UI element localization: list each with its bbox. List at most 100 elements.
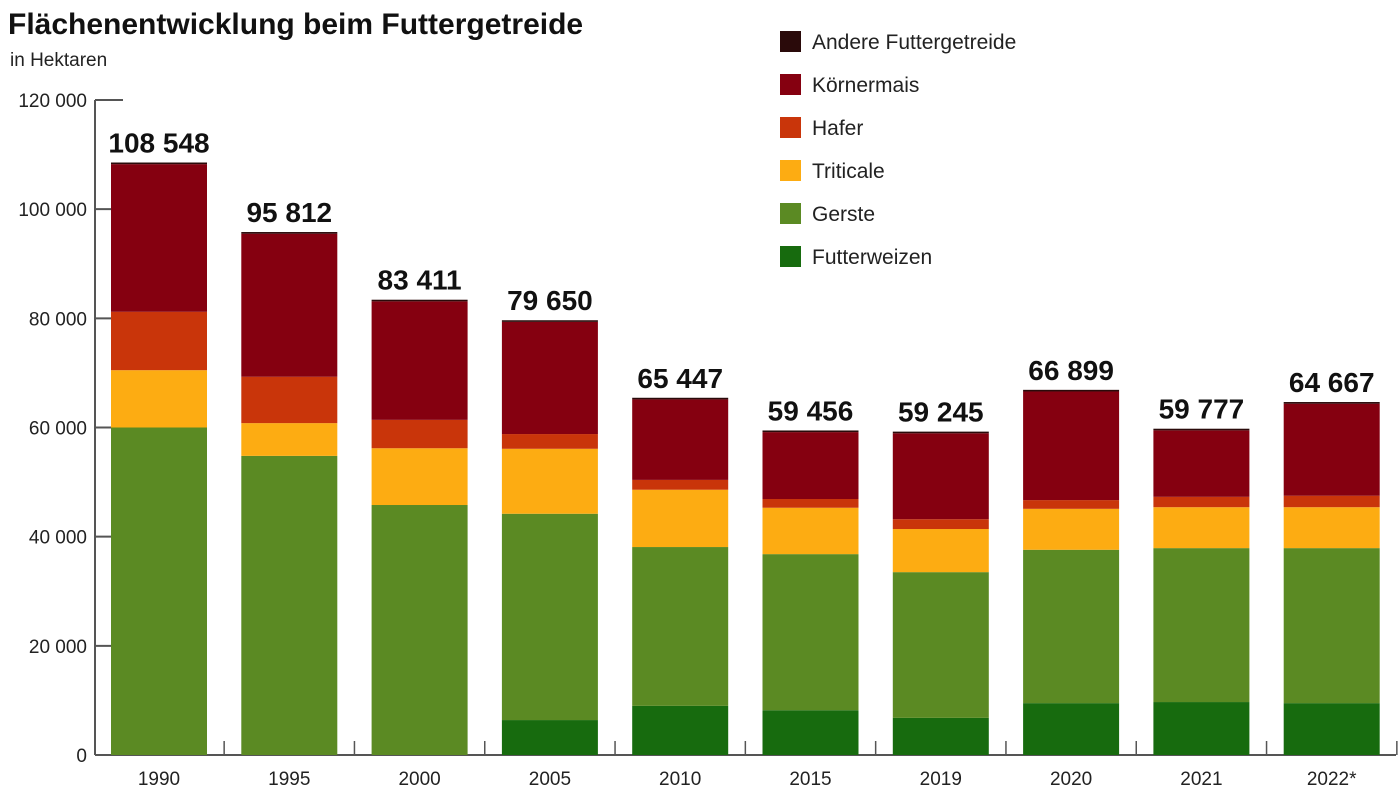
legend-label: Gerste (812, 203, 875, 226)
bar-segment-andere-futtergetreide (892, 431, 989, 434)
bar-segment-futterweizen (762, 710, 859, 755)
y-tick-label: 120 000 (18, 91, 87, 112)
legend-item: Futterweizen (780, 246, 932, 269)
legend-swatch (780, 160, 801, 181)
bar-segment-hafer (1153, 496, 1250, 508)
bar-segment-andere-futtergetreide (632, 397, 729, 400)
total-label: 79 650 (507, 285, 593, 316)
bar-segment-gerste (1153, 548, 1250, 703)
x-tick-label: 2019 (920, 769, 962, 790)
legend-label: Körnermais (812, 74, 919, 97)
bar-segment-futterweizen (501, 720, 598, 755)
x-tick-label: 2021 (1180, 769, 1222, 790)
bar-segment-andere-futtergetreide (762, 430, 859, 433)
bar-segment-futterweizen (892, 717, 989, 755)
bar-segment-hafer (1283, 495, 1380, 508)
bar-segment-k-rnermais (1153, 430, 1250, 497)
total-label: 95 812 (246, 197, 332, 228)
x-tick-label: 2020 (1050, 769, 1092, 790)
bar-segment-k-rnermais (762, 432, 859, 500)
legend-swatch (780, 31, 801, 52)
bar-segment-k-rnermais (892, 433, 989, 520)
legend-item: Körnermais (780, 74, 919, 97)
total-label: 59 456 (768, 395, 854, 426)
y-tick-label: 80 000 (29, 309, 87, 330)
bar-segment-k-rnermais (371, 301, 468, 420)
bar-segment-triticale (892, 529, 989, 573)
chart-title: Flächenentwicklung beim Futtergetreide (8, 8, 583, 41)
bar-segment-andere-futtergetreide (1153, 428, 1250, 431)
bar-segment-andere-futtergetreide (1023, 389, 1120, 392)
total-label: 59 245 (898, 397, 984, 428)
bar-segment-gerste (632, 547, 729, 706)
bar-segment-triticale (501, 448, 598, 514)
y-tick-label: 40 000 (29, 528, 87, 549)
bar-segment-gerste (892, 572, 989, 718)
bar-segment-triticale (1023, 508, 1120, 550)
legend-swatch (780, 74, 801, 95)
bar-segment-futterweizen (1023, 703, 1120, 755)
bar-segment-andere-futtergetreide (111, 162, 207, 165)
bar-segment-gerste (1023, 549, 1120, 704)
bar-segment-triticale (371, 448, 468, 506)
bar-segment-gerste (762, 554, 859, 711)
y-tick-label: 0 (76, 746, 87, 767)
bar-segment-triticale (111, 370, 207, 428)
legend-item: Triticale (780, 160, 885, 183)
bar-segment-k-rnermais (1283, 403, 1380, 496)
bar-segment-gerste (501, 513, 598, 721)
x-tick-label: 2022* (1307, 769, 1357, 790)
bar-segment-futterweizen (1153, 702, 1250, 755)
bar-segment-andere-futtergetreide (241, 232, 338, 234)
legend-label: Triticale (812, 160, 885, 183)
legend-item: Hafer (780, 117, 863, 140)
bar-segment-hafer (762, 499, 859, 508)
bar-segment-triticale (762, 507, 859, 555)
y-tick-label: 100 000 (18, 200, 87, 221)
legend-label: Futterweizen (812, 246, 932, 269)
bar-segment-triticale (1153, 507, 1250, 549)
bar-segment-hafer (241, 376, 338, 424)
bar-segment-triticale (632, 489, 729, 548)
bar-segment-futterweizen (1283, 703, 1380, 755)
total-label: 83 411 (378, 265, 462, 296)
bar-segment-gerste (241, 455, 338, 755)
bar-segment-k-rnermais (111, 164, 207, 312)
y-tick-label: 60 000 (29, 419, 87, 440)
legend-swatch (780, 117, 801, 138)
bar-segment-hafer (111, 311, 207, 371)
bar-segment-andere-futtergetreide (1283, 402, 1380, 404)
legend-label: Andere Futtergetreide (812, 31, 1016, 54)
bar-segment-futterweizen (632, 705, 729, 755)
x-tick-label: 2005 (529, 769, 571, 790)
total-label: 59 777 (1159, 394, 1245, 425)
total-label: 65 447 (637, 363, 723, 394)
total-label: 66 899 (1028, 355, 1114, 386)
bar-segment-gerste (1283, 548, 1380, 704)
bar-segment-k-rnermais (241, 233, 338, 377)
bar-segment-hafer (1023, 500, 1120, 509)
x-tick-label: 1990 (138, 769, 180, 790)
bar-segment-k-rnermais (501, 321, 598, 435)
x-tick-label: 2000 (398, 769, 440, 790)
bar-segment-gerste (111, 427, 207, 755)
y-tick-label: 20 000 (29, 637, 87, 658)
x-tick-label: 1995 (268, 769, 310, 790)
bar-segment-triticale (241, 423, 338, 456)
bar-segment-hafer (632, 479, 729, 490)
x-tick-label: 2015 (789, 769, 831, 790)
total-label: 108 548 (108, 128, 209, 159)
bar-segment-andere-futtergetreide (501, 320, 598, 322)
bar-segment-triticale (1283, 507, 1380, 549)
legend-swatch (780, 203, 801, 224)
bar-segment-andere-futtergetreide (371, 299, 468, 302)
bar-segment-hafer (892, 519, 989, 530)
bar-segment-hafer (501, 434, 598, 449)
bar-segment-gerste (371, 505, 468, 755)
bar-segment-hafer (371, 419, 468, 449)
chart-subtitle: in Hektaren (10, 50, 107, 71)
legend-swatch (780, 246, 801, 267)
legend-item: Gerste (780, 203, 875, 226)
bar-segment-k-rnermais (632, 399, 729, 480)
